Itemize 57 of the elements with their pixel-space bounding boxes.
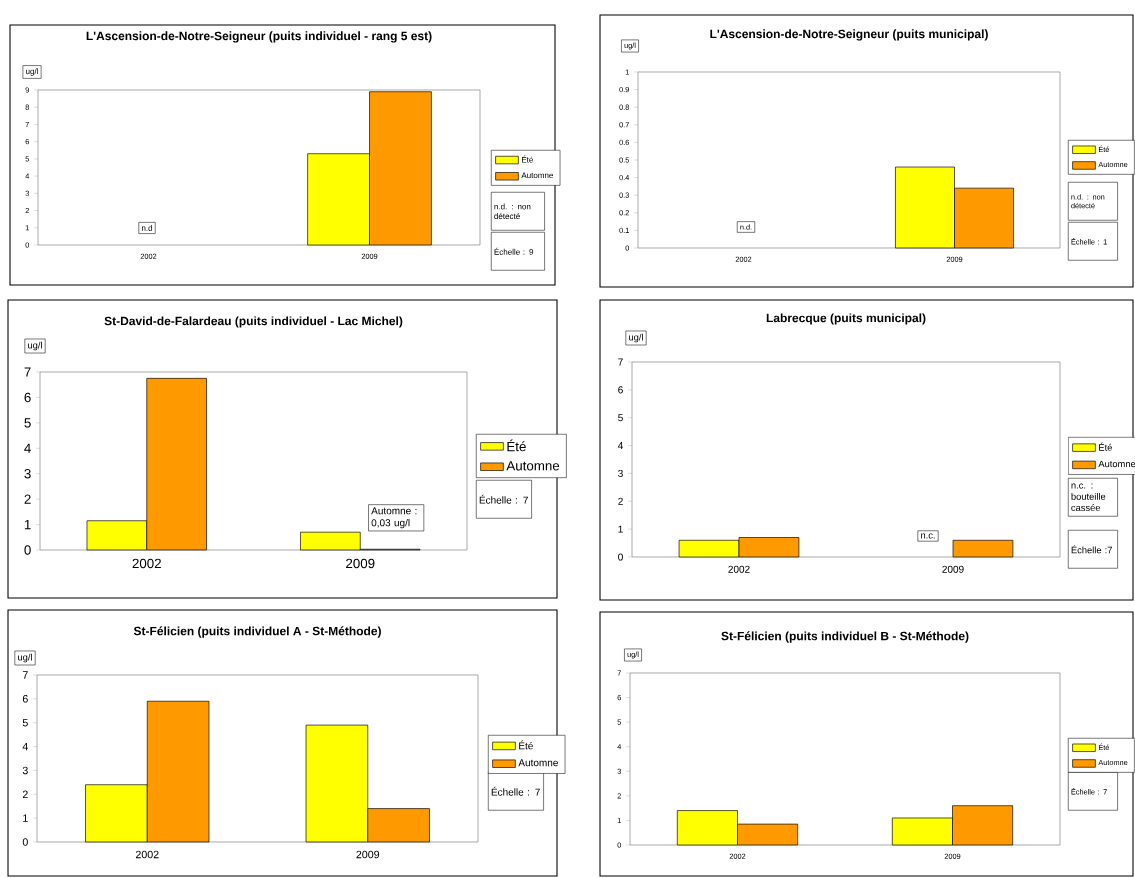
chart-title: St-David-de-Falardeau (puits individuel - Lac Michel) (104, 316, 403, 328)
y-axis-title: ug/l (18, 653, 32, 663)
legend-label: Été (507, 439, 526, 452)
annotation: n.c. (921, 533, 935, 539)
annotation: n.d (141, 225, 153, 231)
legend-label: Automne (518, 759, 558, 767)
y-tick-label: 6 (22, 695, 28, 703)
y-axis-title: ug/l (28, 341, 42, 351)
y-tick-label: 4 (617, 442, 623, 449)
y-tick-label: 5 (618, 414, 623, 422)
x-tick-label: 2009 (356, 850, 380, 859)
y-tick-label: 2 (618, 497, 623, 505)
chart-title: Labrecque (puits municipal) (766, 313, 926, 325)
y-tick-label: 1 (23, 814, 28, 822)
y-axis-title: ug/l (26, 68, 38, 76)
chart-title: L'Ascension-de-Notre-Seigneur (puits individuel - rang 5 est) (86, 31, 432, 43)
y-tick-label: 2 (24, 494, 31, 504)
text: Échelle : 7 (491, 786, 540, 796)
y-tick-label: 7 (22, 671, 28, 679)
y-tick-label: 7 (24, 367, 31, 377)
y-tick-label: 0 (22, 838, 28, 846)
legend-label: Automne (506, 461, 560, 471)
y-tick-label: 2 (22, 790, 28, 798)
y-tick-label: 1 (24, 519, 31, 530)
legend-label: Été (522, 155, 534, 163)
x-tick-label: 2002 (135, 850, 159, 859)
x-tick-label: 2002 (132, 558, 161, 569)
y-tick-label: 5 (24, 418, 31, 428)
y-tick-label: 6 (618, 386, 623, 394)
x-tick-label: 2009 (346, 558, 375, 569)
x-tick-label: 2009 (942, 565, 964, 573)
x-tick-label: 2002 (728, 565, 750, 573)
text: n.c. : bouteille cassée (1071, 483, 1106, 512)
legend-label: Automne (1098, 460, 1135, 468)
legend-label: Été (1099, 442, 1112, 451)
legend-label: Automne (521, 172, 554, 179)
annotation: Automne : 0,03 ug/l (371, 507, 417, 529)
text: Échelle : 7 (479, 494, 528, 504)
text: Échelle : 9 (494, 247, 534, 255)
y-tick-label: 4 (24, 443, 31, 453)
y-axis-title: ug/l (629, 333, 643, 343)
y-tick-label: 6 (24, 392, 31, 403)
legend-label: Été (519, 740, 533, 750)
chart-title: L'Ascension-de-Notre-Seigneur (puits municipal) (710, 29, 988, 41)
y-tick-label: 3 (618, 469, 623, 477)
y-tick-label: 5 (22, 718, 28, 727)
y-tick-label: 4 (22, 742, 28, 751)
y-tick-label: 0 (24, 545, 31, 555)
chart-title: St-Félicien (puits individuel A - St-Méthode) (133, 626, 381, 638)
y-tick-label: 3 (22, 766, 28, 775)
text: Échelle :7 (1071, 545, 1112, 554)
y-tick-label: 0 (618, 553, 623, 561)
y-tick-label: 7 (618, 358, 623, 366)
y-tick-label: 1 (618, 525, 623, 533)
y-tick-label: 3 (24, 468, 31, 479)
chart-title: St-Félicien (puits individuel B - St-Méthode) (721, 631, 969, 643)
text: n.d. : non détecté (494, 203, 531, 219)
